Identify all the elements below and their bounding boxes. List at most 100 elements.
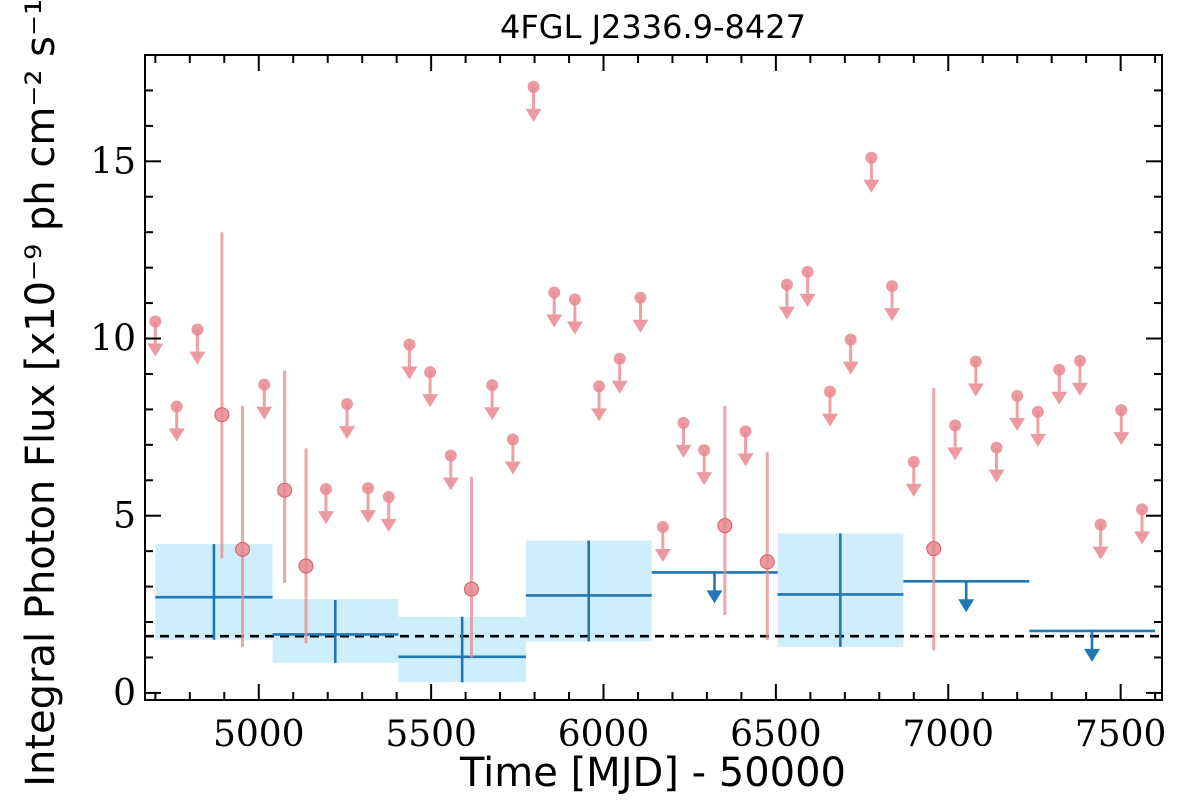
short-bin-upper-limit-marker — [362, 482, 375, 495]
short-bin-upper-limit-marker — [780, 278, 793, 291]
short-bin-upper-limit-arrow — [380, 518, 397, 532]
short-bin-upper-limit-arrow — [778, 306, 795, 320]
short-bin-data-point — [717, 518, 733, 534]
short-bin-upper-limit-marker — [1031, 405, 1044, 418]
short-bin-upper-limit-arrow — [1051, 391, 1068, 405]
short-bin-upper-limit-marker — [677, 416, 690, 429]
short-bin-upper-limit-marker — [613, 352, 626, 365]
short-bin-upper-limit-arrow — [256, 406, 273, 420]
axes: 5000 5500 6000 6500 7000 7500 0 5 10 15 — [90, 54, 1167, 755]
short-bin-upper-limit-marker — [990, 441, 1003, 454]
short-bin-upper-limit-arrow — [654, 549, 671, 563]
short-bin-upper-limit-arrow — [1009, 417, 1026, 431]
short-bin-upper-limit-marker — [949, 419, 962, 432]
short-bin-upper-limit-arrow — [168, 428, 185, 442]
short-bin-upper-limit-arrow — [988, 469, 1005, 483]
short-bin-upper-limit-arrow — [967, 383, 984, 397]
short-bin-upper-limit-arrow — [822, 413, 839, 427]
short-bin-upper-limit-arrow — [632, 319, 649, 333]
short-bin-upper-limit-arrow — [147, 343, 164, 357]
short-bin-upper-limit-marker — [1136, 503, 1149, 516]
short-bin-upper-limit-marker — [1053, 363, 1066, 376]
y-tick-label: 10 — [90, 319, 136, 360]
short-bin-upper-limit-arrow — [422, 394, 439, 408]
short-bin-upper-limit-arrow — [884, 308, 901, 322]
short-bin-upper-limit-arrow — [317, 511, 334, 525]
short-bin-upper-limit-marker — [1115, 404, 1128, 417]
short-bin-upper-limit-marker — [698, 444, 711, 457]
short-bin-upper-limit-marker — [593, 380, 606, 393]
x-tick-label: 7500 — [1075, 714, 1167, 755]
x-tick-label: 6500 — [730, 714, 822, 755]
short-bin-upper-limit-arrow — [1071, 382, 1088, 396]
short-bin-upper-limit-marker — [656, 521, 669, 534]
short-bin-upper-limit-marker — [527, 80, 540, 93]
short-bin-upper-limit-marker — [444, 449, 457, 462]
y-tick-label: 5 — [113, 496, 136, 537]
short-bin-upper-limit-marker — [341, 398, 354, 411]
short-bin-upper-limit-arrow — [566, 321, 583, 335]
short-bin-upper-limit-arrow — [1029, 433, 1046, 447]
short-bin-upper-limit-arrow — [1092, 546, 1109, 560]
long-bin-upper-limit-arrow — [958, 599, 975, 613]
short-bin-upper-limit-arrow — [504, 461, 521, 475]
short-bin-upper-limit-arrow — [1113, 432, 1130, 446]
y-axis-title: Integral Photon Flux [x10⁻⁹ ph cm⁻² s⁻¹] — [18, 0, 64, 787]
short-bin-data-point — [759, 554, 775, 570]
short-bin-upper-limit-arrow — [546, 314, 563, 328]
short-bin-upper-limit-marker — [844, 333, 857, 346]
x-tick-label: 6000 — [558, 714, 650, 755]
long-bin-upper-limit-arrow — [1084, 648, 1101, 662]
short-bin-upper-limit-marker — [548, 286, 561, 299]
y-tick-label: 0 — [113, 673, 136, 714]
short-bin-data-point — [214, 407, 230, 423]
short-bin-upper-limit-arrow — [799, 293, 816, 307]
short-bin-upper-limit-marker — [382, 490, 395, 503]
short-bin-upper-limit-marker — [739, 425, 752, 438]
short-bin-upper-limit-marker — [424, 366, 437, 379]
short-bin-data-point — [298, 558, 314, 574]
short-bin-upper-limit-marker — [506, 433, 519, 446]
plot-area — [145, 80, 1162, 683]
short-bin-upper-limit-marker — [486, 379, 499, 392]
short-bin-upper-limit-marker — [801, 265, 814, 278]
short-bin-upper-limit-marker — [1011, 389, 1024, 402]
short-bin-upper-limit-marker — [969, 355, 982, 368]
short-bin-upper-limit-arrow — [947, 447, 964, 461]
short-bin-upper-limit-arrow — [591, 408, 608, 422]
short-bin-upper-limit-marker — [1073, 354, 1086, 367]
short-bin-upper-limit-arrow — [525, 108, 542, 122]
short-bin-upper-limit-marker — [824, 385, 837, 398]
short-bin-upper-limit-arrow — [401, 366, 418, 380]
chart-title: 4FGL J2336.9-8427 — [500, 8, 806, 46]
short-bin-upper-limit-arrow — [611, 380, 628, 394]
short-bin-upper-limit-marker — [907, 455, 920, 468]
short-bin-upper-limit-arrow — [339, 426, 356, 440]
short-bin-upper-limit-marker — [191, 323, 204, 336]
short-bin-upper-limit-marker — [319, 483, 332, 496]
short-bin-upper-limit-arrow — [442, 477, 459, 491]
short-bin-upper-limit-arrow — [1134, 531, 1151, 545]
x-tick-label: 5000 — [213, 714, 305, 755]
short-bin-data-point — [277, 482, 293, 498]
x-tick-label: 5500 — [385, 714, 477, 755]
short-bin-upper-limit-marker — [568, 293, 581, 306]
x-tick-label: 7000 — [902, 714, 994, 755]
short-bin-upper-limit-marker — [865, 151, 878, 164]
long-bin-upper-limit-arrow — [706, 590, 723, 604]
short-bin-data-point — [926, 541, 942, 557]
short-bin-upper-limit-marker — [634, 291, 647, 304]
plot-frame — [144, 54, 1163, 701]
short-bin-upper-limit-arrow — [863, 179, 880, 193]
short-bin-upper-limit-arrow — [842, 361, 859, 375]
short-bin-upper-limit-arrow — [905, 483, 922, 497]
short-bin-upper-limit-marker — [403, 338, 416, 351]
short-bin-upper-limit-arrow — [675, 444, 692, 458]
short-bin-upper-limit-arrow — [484, 407, 501, 421]
short-bin-upper-limit-arrow — [696, 472, 713, 486]
short-bin-data-point — [463, 581, 479, 597]
short-bin-upper-limit-arrow — [360, 510, 377, 524]
short-bin-data-point — [235, 541, 251, 557]
short-bin-upper-limit-marker — [1094, 518, 1107, 531]
